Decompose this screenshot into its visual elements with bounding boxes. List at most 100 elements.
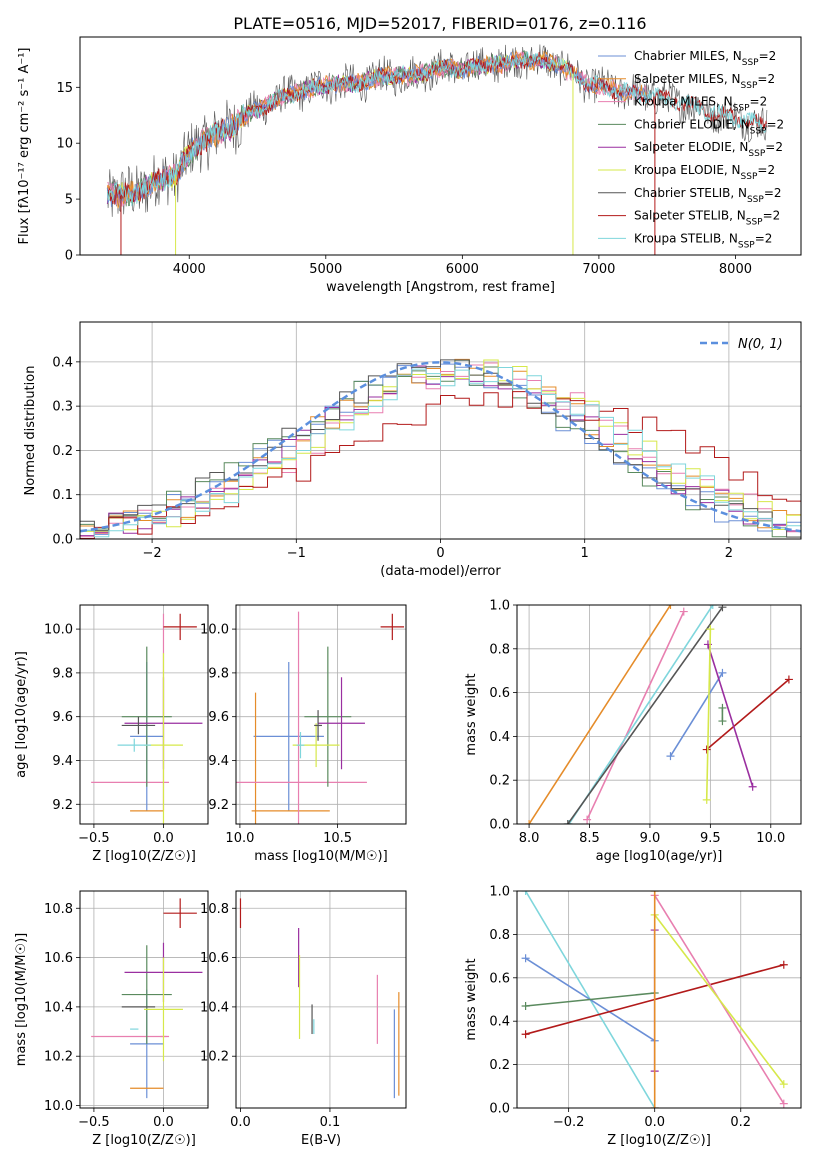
y-tick-label: 9.6: [208, 710, 229, 725]
legend-entry: Salpeter MILES, NSSP=2: [634, 72, 775, 91]
x-tick-label: 0: [436, 546, 444, 561]
residual-histogram-panel: −2 −1 0 1 2 0.0 0.1 0.2 0.3 0.4 (data-model)/error…: [23, 321, 802, 579]
axes-frame: [79, 890, 209, 1109]
legend-entry: Kroupa STELIB, NSSP=2: [634, 231, 772, 250]
x-tick-label: 2: [725, 546, 733, 561]
plus-marker-kroupa-stelib: [521, 891, 530, 895]
axes-frame: [235, 604, 407, 825]
legend-entry: Chabrier STELIB, NSSP=2: [634, 186, 782, 205]
y-tick-label: 0.0: [52, 533, 73, 548]
mass-weight-vs-age-panel: 8.0 8.5 9.0 9.5 10.0 0.0 0.2 0.4 0.6 0.8 1.0 age [l…: [464, 599, 802, 864]
legend-entry: Salpeter ELODIE, NSSP=2: [634, 140, 783, 159]
weight-line-chabrier-miles: [669, 672, 724, 757]
y-axis-label: mass weight: [464, 673, 479, 755]
y-tick-label: 0.6: [489, 686, 510, 701]
x-axis-label: Z [log10(Z/Z☉)]: [92, 849, 196, 864]
x-tick-label: 10.0: [756, 831, 785, 846]
histogram-salpeter-stelib: [80, 391, 801, 539]
x-axis-label: E(B-V): [301, 1133, 341, 1148]
x-tick-label: 5000: [309, 262, 342, 277]
y-tick-label: 9.8: [208, 666, 229, 681]
x-tick-label: −2: [143, 546, 162, 561]
plus-marker-salpeter-miles: [650, 891, 659, 895]
x-tick-label: 8000: [719, 262, 752, 277]
y-axis-label: Normed distribution: [23, 366, 38, 496]
x-tick-label: 0.0: [153, 831, 174, 846]
y-tick-label: 0: [65, 249, 73, 264]
y-tick-label: 10.8: [200, 902, 229, 917]
plus-marker-salpeter-elodie: [748, 782, 757, 791]
y-tick-label: 10.6: [200, 951, 229, 966]
plus-marker-kroupa-elodie: [779, 1080, 788, 1089]
x-tick-label: 0.0: [644, 1115, 665, 1130]
y-tick-label: 0.4: [489, 730, 510, 745]
y-tick-label: 0.4: [52, 355, 73, 370]
x-tick-label: 1: [581, 546, 589, 561]
plus-marker-kroupa-miles: [583, 815, 592, 824]
plus-marker-salpeter-miles: [525, 820, 534, 824]
plot-area: [239, 898, 400, 1099]
x-tick-label: −0.2: [553, 1115, 585, 1130]
y-tick-label: 10.0: [44, 623, 73, 638]
x-tick-label: 9.0: [640, 831, 661, 846]
y-tick-label: 0.0: [489, 1102, 510, 1117]
y-tick-label: 0.2: [489, 1058, 510, 1073]
plus-marker-chabrier-miles: [718, 668, 727, 677]
x-tick-label: −0.5: [78, 831, 110, 846]
mass-weight-vs-metallicity-panel: −0.2 0.0 0.2 0.0 0.2 0.4 0.6 0.8 1.0 Z [log10(Z/Z…: [464, 885, 802, 1148]
y-axis-label: mass weight: [464, 958, 479, 1040]
y-tick-label: 9.4: [208, 754, 229, 769]
y-tick-label: 9.8: [52, 666, 73, 681]
plot-area: [91, 613, 203, 824]
y-tick-label: 9.6: [52, 710, 73, 725]
plot-area: [521, 891, 788, 1108]
x-axis-label: age [log10(age/yr)]: [596, 849, 723, 864]
histogram-chabrier-stelib: [80, 359, 801, 538]
y-tick-label: 10.0: [200, 623, 229, 638]
y-tick-label: 9.4: [52, 754, 73, 769]
y-tick-label: 5: [65, 193, 73, 208]
weight-line-salpeter-elodie: [707, 644, 754, 788]
histogram-kroupa-stelib: [80, 367, 801, 538]
y-tick-label: 0.4: [489, 1015, 510, 1030]
plus-marker-kroupa-elodie: [702, 795, 711, 804]
legend-entry: Salpeter STELIB, NSSP=2: [634, 209, 780, 228]
y-tick-label: 1.0: [489, 599, 510, 614]
y-tick-label: 0.1: [52, 488, 73, 503]
plot-area: [80, 358, 801, 539]
y-tick-label: 10.2: [44, 1050, 73, 1065]
legend-entry: Chabrier ELODIE, NSSP=2: [634, 117, 784, 136]
figure-title: PLATE=0516, MJD=52017, FIBERID=0176, z=0…: [233, 14, 646, 33]
x-axis-label: mass [log10(M/M☉)]: [254, 849, 387, 864]
plus-marker-chabrier-miles: [521, 954, 530, 963]
y-tick-label: 10.6: [44, 951, 73, 966]
y-tick-label: 15: [56, 81, 73, 96]
plus-marker-kroupa-stelib: [708, 605, 717, 609]
plus-marker-chabrier-stelib: [718, 605, 727, 612]
y-tick-label: 0.6: [489, 971, 510, 986]
y-tick-label: 9.2: [52, 798, 73, 813]
axes-frame: [79, 36, 802, 256]
x-tick-label: 7000: [582, 262, 615, 277]
y-tick-label: 1.0: [489, 885, 510, 900]
plus-marker-salpeter-stelib: [779, 960, 788, 969]
y-axis-label: age [log10(age/yr)]: [14, 651, 29, 778]
legend-entry: Kroupa ELODIE, NSSP=2: [634, 163, 775, 182]
x-axis-label: (data-model)/error: [380, 564, 501, 579]
plus-marker-chabrier-miles: [666, 752, 675, 761]
plus-marker-salpeter-miles: [666, 605, 675, 609]
plot-area: [236, 611, 405, 824]
x-tick-label: 0.2: [730, 1115, 751, 1130]
y-axis-label: mass [log10(M/M☉)]: [14, 933, 29, 1066]
y-tick-label: 0.2: [489, 774, 510, 789]
plus-marker-chabrier-stelib: [563, 820, 572, 824]
axes-frame: [516, 604, 802, 825]
y-tick-label: 10.4: [200, 1000, 229, 1015]
x-tick-label: 10.0: [225, 831, 254, 846]
axes-frame: [235, 890, 407, 1109]
spectrum-panel: 4000 5000 6000 7000 8000 0 5 10 15 wavelength [An…: [17, 36, 802, 295]
x-tick-label: 4000: [173, 262, 206, 277]
plus-marker-kroupa-miles: [779, 1099, 788, 1108]
x-tick-label: 9.5: [700, 831, 721, 846]
